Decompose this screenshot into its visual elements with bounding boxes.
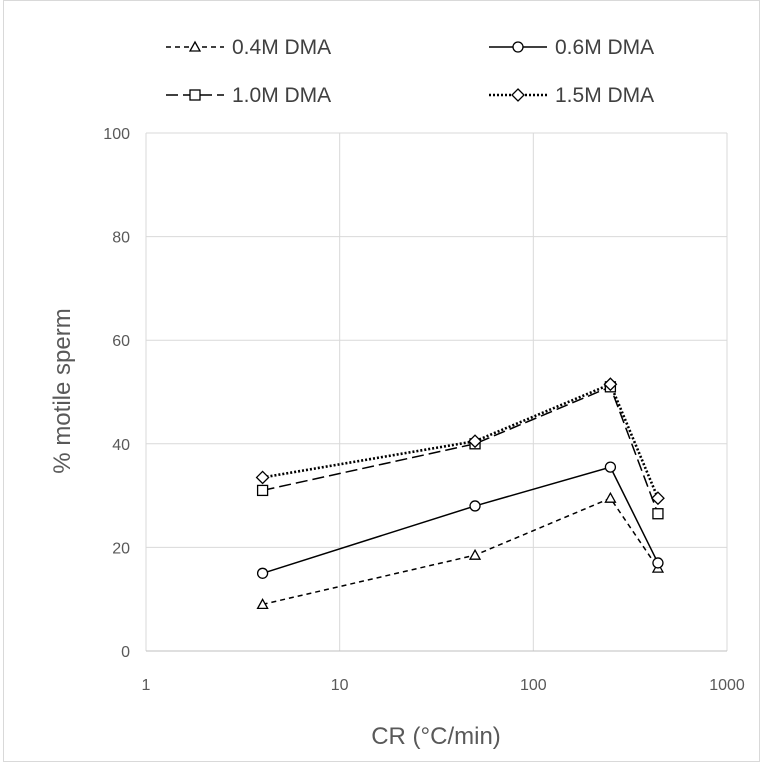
series-line xyxy=(262,497,659,606)
legend-item: 1.5M DMA xyxy=(489,84,654,107)
legend-item: 0.4M DMA xyxy=(166,36,331,59)
legend-label: 0.4M DMA xyxy=(232,36,331,59)
x-tick-label: 1 xyxy=(142,677,151,694)
data-point xyxy=(651,491,665,506)
legend-label: 1.0M DMA xyxy=(232,84,331,107)
series-markers xyxy=(255,377,665,610)
y-tick-label: 40 xyxy=(112,437,130,454)
data-point xyxy=(604,491,617,503)
legend-marker xyxy=(511,88,525,102)
legend-item: 0.6M DMA xyxy=(489,36,654,59)
data-point xyxy=(256,598,269,610)
data-point xyxy=(652,557,664,569)
y-tick-label: 80 xyxy=(112,230,130,247)
data-point xyxy=(604,461,617,473)
legend-marker xyxy=(188,40,202,52)
x-tick-label: 10 xyxy=(331,677,349,694)
series-line xyxy=(262,385,659,514)
data-point xyxy=(468,434,482,449)
x-tick-label: 100 xyxy=(520,677,547,694)
chart-frame xyxy=(3,0,760,762)
series-line xyxy=(262,382,660,499)
y-tick-labels: 0 20 40 60 80 100 xyxy=(103,126,130,661)
x-axis-title: CR (°C/min) xyxy=(371,723,501,750)
y-axis-title: % motile sperm xyxy=(49,308,76,473)
data-point xyxy=(469,500,481,512)
data-point xyxy=(603,377,618,392)
grid-lines xyxy=(145,132,728,651)
series-line xyxy=(262,466,659,575)
y-tick-label: 20 xyxy=(112,540,130,557)
y-tick-label: 0 xyxy=(121,644,130,661)
data-point xyxy=(255,470,270,485)
legend-item: 1.0M DMA xyxy=(166,84,331,107)
legend-marker xyxy=(189,89,201,101)
legend-marker xyxy=(512,41,524,53)
legend-label: 0.6M DMA xyxy=(555,36,654,59)
series-lines xyxy=(262,382,660,606)
data-point xyxy=(256,567,269,579)
data-point xyxy=(468,548,482,560)
data-point xyxy=(652,508,664,520)
legend-label: 1.5M DMA xyxy=(555,84,654,107)
data-point xyxy=(256,484,269,497)
x-tick-labels: 1 10 100 1000 xyxy=(142,677,745,694)
x-tick-label: 1000 xyxy=(709,677,745,694)
y-tick-label: 60 xyxy=(112,333,130,350)
legend: 0.4M DMA 0.6M DMA 1.0M DMA 1.5M DMA xyxy=(166,36,654,107)
y-tick-label: 100 xyxy=(103,126,130,143)
